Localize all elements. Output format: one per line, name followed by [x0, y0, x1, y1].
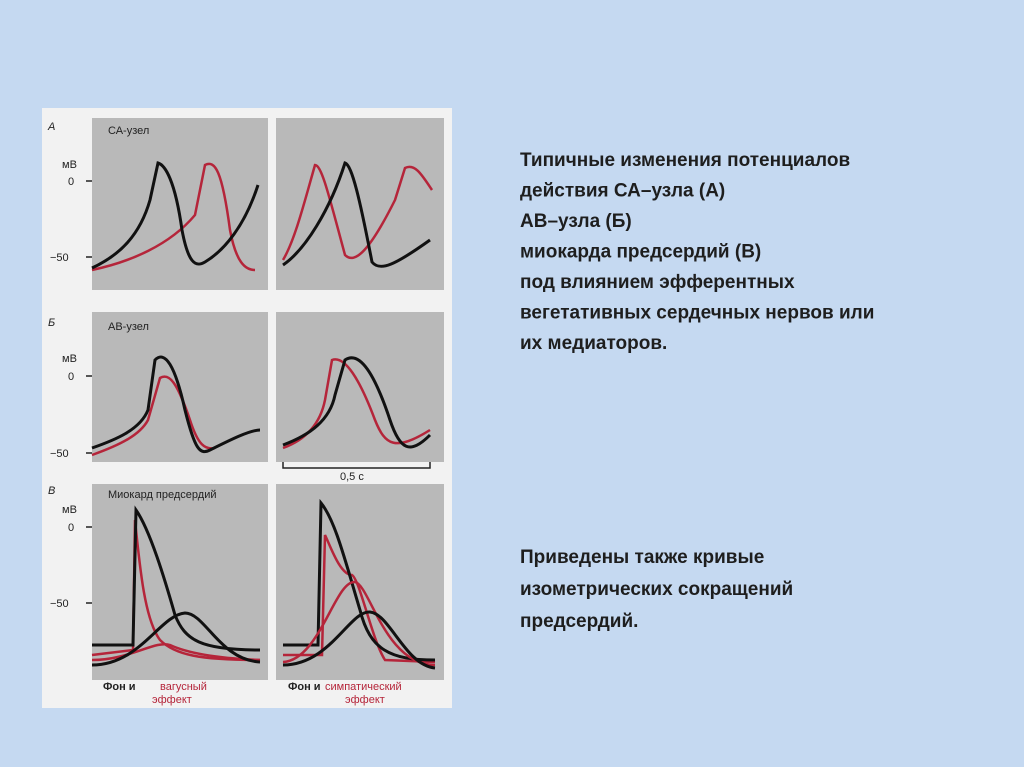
curve [281, 163, 434, 261]
panel [92, 484, 268, 680]
axis-unit: мВ [62, 159, 77, 171]
curve [91, 611, 261, 667]
legend-effect: вагусный [160, 681, 207, 693]
text-line: Приведены также кривые [520, 547, 764, 568]
text-line: под влиянием эфферентных [520, 272, 795, 293]
panel-letter: А [47, 121, 55, 133]
legend-effect: симпатический [325, 681, 402, 693]
curve [91, 519, 261, 662]
curve [91, 161, 260, 270]
curve [91, 375, 216, 457]
curve [282, 161, 431, 268]
text-line: миокарда предсердий (В) [520, 242, 761, 263]
panel-letter: В [48, 485, 55, 497]
legend-background: Фон и [103, 681, 136, 693]
axis-tick: −50 [50, 448, 69, 460]
text-line: АВ–узла (Б) [520, 211, 632, 232]
text-line: изометрических сокращений [520, 579, 793, 600]
curve [282, 610, 436, 670]
legend-effect: эффект [152, 694, 192, 706]
axis-unit: мВ [62, 504, 77, 516]
axis-tick: −50 [50, 598, 69, 610]
text-line: Типичные изменения потенциалов [520, 150, 850, 171]
panel [276, 484, 444, 680]
scale-bar [282, 462, 431, 469]
scale-label: 0,5 с [340, 471, 364, 483]
axis-unit: мВ [62, 353, 77, 365]
axis-tick: 0 [68, 522, 74, 534]
curve [282, 580, 436, 667]
panel-title: Миокард предсердий [108, 489, 217, 501]
panel-letter: Б [48, 317, 55, 329]
legend-effect: эффект [345, 694, 385, 706]
axis-tick: −50 [50, 252, 69, 264]
axis-tick: 0 [68, 371, 74, 383]
curve [282, 356, 432, 449]
panel-title: СА-узел [108, 125, 149, 137]
curve [283, 498, 436, 662]
text-line: вегетативных сердечных нервов или [520, 303, 874, 324]
axis-tick: 0 [68, 176, 74, 188]
text-line: предсердий. [520, 611, 638, 632]
curve [91, 355, 261, 453]
slide-text: Типичные изменения потенциалов действия С… [520, 150, 874, 632]
text-line: действия СА–узла (А) [520, 181, 725, 202]
legend-background: Фон и [288, 681, 321, 693]
curve [91, 162, 256, 272]
panel-title: АВ-узел [108, 321, 149, 333]
text-line: их медиаторов. [520, 333, 667, 354]
